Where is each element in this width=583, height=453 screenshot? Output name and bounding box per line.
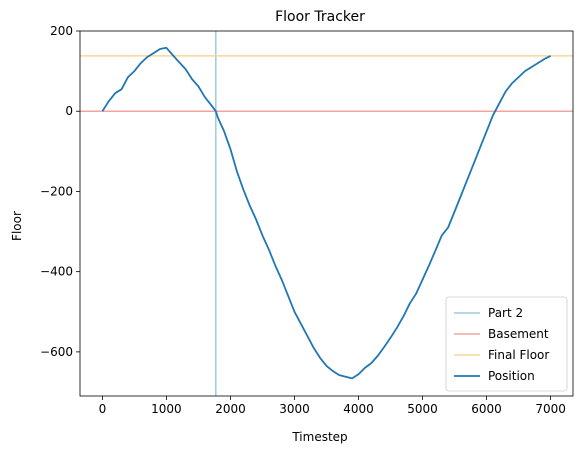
x-tick-label: 4000 [343,402,374,416]
legend-label-position: Position [488,369,535,383]
legend-label-part-2: Part 2 [488,306,523,320]
y-tick-label: 200 [50,24,73,38]
x-tick-label: 1000 [151,402,182,416]
legend-box [445,296,568,392]
y-tick-label: −600 [40,345,73,359]
x-axis-label: Timestep [291,430,347,444]
legend: Part 2 Basement Final Floor Position [445,296,568,392]
chart-title: Floor Tracker [275,9,365,25]
y-axis-label: Floor [10,211,24,241]
position-series-line [101,46,552,380]
y-tick-label: −400 [40,265,73,279]
y-tick-label: −200 [40,184,73,198]
x-tick-label: 5000 [407,402,438,416]
legend-label-final-floor: Final Floor [488,348,549,362]
x-tick-label: 6000 [471,402,502,416]
x-tick-label: 7000 [535,402,566,416]
x-tick-label: 0 [99,402,107,416]
x-tick-label: 3000 [279,402,310,416]
plot-frame [79,30,574,397]
y-tick-label: 0 [65,104,73,118]
x-tick-label: 2000 [215,402,246,416]
legend-label-basement: Basement [488,327,549,341]
